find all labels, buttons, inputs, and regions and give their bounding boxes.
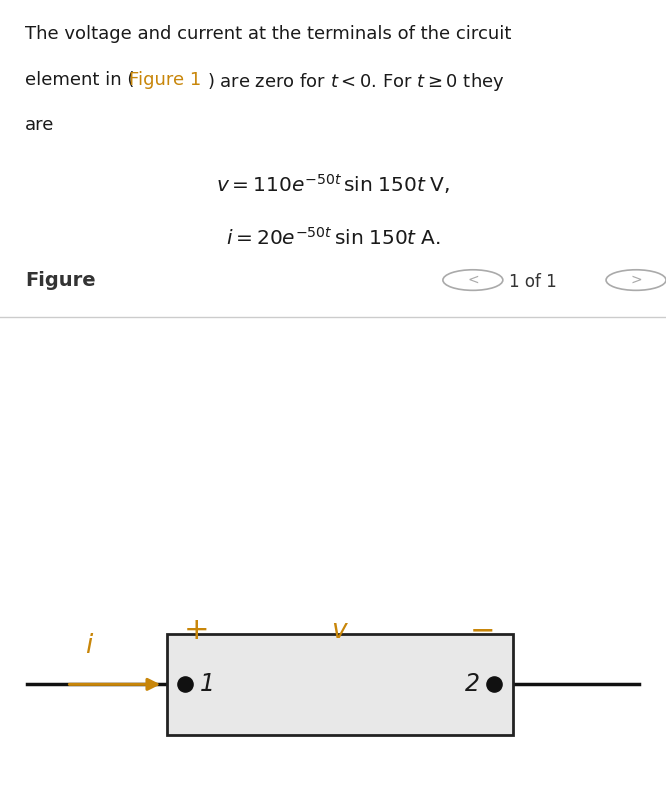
Text: are: are [25, 116, 55, 134]
Text: 2: 2 [464, 672, 480, 696]
Text: +: + [184, 617, 209, 646]
Text: $i$: $i$ [85, 633, 95, 659]
Point [180, 678, 190, 691]
Text: Figure: Figure [25, 271, 96, 290]
Text: The voltage and current at the terminals of the circuit: The voltage and current at the terminals… [25, 26, 511, 43]
Text: 1 of 1: 1 of 1 [509, 273, 557, 291]
Text: >: > [630, 273, 642, 287]
Text: 1: 1 [200, 672, 215, 696]
Text: <: < [467, 273, 479, 287]
Text: −: − [470, 617, 496, 646]
Bar [166, 634, 513, 735]
Text: element in (: element in ( [25, 71, 135, 89]
Text: Figure 1: Figure 1 [129, 71, 200, 89]
Text: ) are zero for $t < 0$. For $t \geq 0$ they: ) are zero for $t < 0$. For $t \geq 0$ t… [207, 71, 505, 93]
Text: $v$: $v$ [331, 618, 348, 644]
Text: $i = 20e^{-50t}\,\mathrm{sin}\;150t\;\mathrm{A.}$: $i = 20e^{-50t}\,\mathrm{sin}\;150t\;\ma… [226, 228, 440, 249]
Text: $v = 110e^{-50t}\,\mathrm{sin}\;150t\;\mathrm{V},$: $v = 110e^{-50t}\,\mathrm{sin}\;150t\;\m… [216, 172, 450, 196]
Point [489, 678, 500, 691]
